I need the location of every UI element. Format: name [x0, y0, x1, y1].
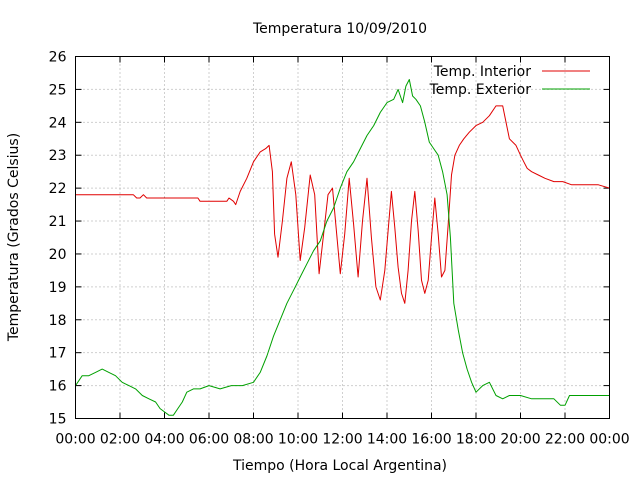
x-tick-label: 12:00	[322, 432, 362, 448]
y-tick-label: 22	[49, 181, 67, 197]
legend-label-2: Temp. Exterior	[429, 82, 532, 98]
x-tick-label: 16:00	[411, 432, 451, 448]
x-tick-label: 14:00	[367, 432, 407, 448]
legend: Temp. Interior Temp. Exterior	[429, 64, 590, 98]
x-tick-label: 06:00	[189, 432, 229, 448]
x-axis-label: Tiempo (Hora Local Argentina)	[232, 458, 447, 474]
y-tick-label: 15	[49, 412, 67, 428]
plot-frame	[75, 56, 610, 419]
y-tick-label: 24	[49, 115, 67, 131]
y-tick-label: 17	[49, 346, 67, 362]
x-tick-label: 02:00	[100, 432, 140, 448]
axis-ticks: 00:00 02:00 04:00 06:00 08:00 10:00 12:00 14:00…	[49, 50, 630, 448]
y-tick-label: 18	[49, 313, 67, 329]
x-tick-label: 10:00	[278, 432, 318, 448]
series-lines	[75, 79, 610, 416]
y-tick-label: 21	[49, 214, 67, 230]
x-tick-label: 22:00	[545, 432, 585, 448]
x-tick-label: 08:00	[233, 432, 273, 448]
chart-title: Temperatura 10/09/2010	[252, 21, 427, 37]
series-line-2	[75, 79, 610, 416]
x-tick-label: 00:00	[589, 432, 629, 448]
grid	[75, 56, 610, 419]
x-tick-label: 04:00	[144, 432, 184, 448]
y-tick-label: 23	[49, 148, 67, 164]
y-axis-label: Temperatura (Grados Celsius)	[6, 133, 22, 342]
y-tick-label: 16	[49, 379, 67, 395]
x-tick-label: 20:00	[500, 432, 540, 448]
legend-label-1: Temp. Interior	[433, 64, 532, 80]
y-tick-label: 26	[49, 50, 67, 66]
series-line-1	[75, 105, 610, 304]
x-tick-label: 00:00	[55, 432, 95, 448]
x-tick-label: 18:00	[456, 432, 496, 448]
y-tick-label: 25	[49, 82, 67, 98]
y-tick-label: 19	[49, 280, 67, 296]
y-tick-label: 20	[49, 247, 67, 263]
